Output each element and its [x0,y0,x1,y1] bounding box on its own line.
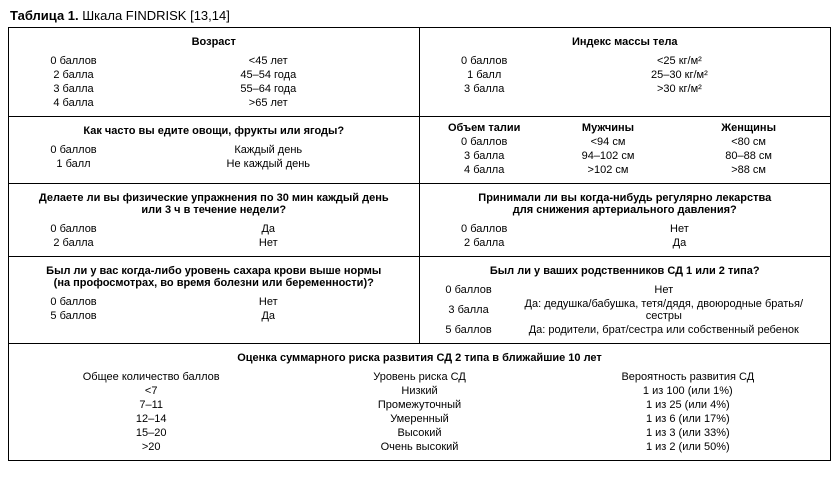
rel-pts: 0 баллов [430,283,508,297]
sum-score: 7–11 [19,398,283,412]
age-val: <45 лет [128,54,408,68]
sum-prob: 1 из 6 (или 17%) [556,412,820,426]
rel-val: Да: родители, брат/сестра или собственны… [508,323,820,337]
title-rest: Шкала FINDRISK [13,14] [79,8,230,23]
age-pts: 3 балла [19,82,128,96]
sum-risk: Высокий [283,426,555,440]
sum-prob: 1 из 25 (или 4%) [556,398,820,412]
table-title: Таблица 1. Шкала FINDRISK [13,14] [10,8,831,23]
sum-score: <7 [19,384,283,398]
sugar-val: Нет [128,295,408,309]
block-veg: Как часто вы едите овощи, фрукты или яго… [9,116,420,183]
sugar-header2: (на профосмотрах, во время болезни или б… [19,277,409,289]
age-val: >65 лет [128,96,408,110]
veg-pts: 0 баллов [19,143,128,157]
sum-prob: 1 из 2 (или 50%) [556,440,820,454]
findrisk-table: Возраст 0 баллов<45 лет 2 балла45–54 год… [8,27,831,461]
sum-prob: 1 из 3 (или 33%) [556,426,820,440]
block-exercise: Делаете ли вы физические упражнения по 3… [9,183,420,256]
bmi-val: >30 кг/м² [539,82,820,96]
waist-f: >88 см [677,163,820,177]
age-val: 55–64 года [128,82,408,96]
meds-pts: 2 балла [430,236,539,250]
sum-risk: Умеренный [283,412,555,426]
exercise-val: Да [128,222,408,236]
exercise-header: Делаете ли вы физические упражнения по 3… [19,192,409,204]
waist-f: <80 см [677,135,820,149]
sugar-val: Да [128,309,408,323]
summary-col3: Вероятность развития СД [556,370,820,384]
meds-val: Нет [539,222,820,236]
waist-m: <94 см [539,135,677,149]
bmi-pts: 3 балла [430,82,539,96]
summary-col1: Общее количество баллов [19,370,283,384]
rel-pts: 3 балла [430,297,508,323]
exercise-pts: 0 баллов [19,222,128,236]
sum-risk: Промежуточный [283,398,555,412]
bmi-pts: 1 балл [430,68,539,82]
sum-score: 12–14 [19,412,283,426]
waist-m: 94–102 см [539,149,677,163]
block-waist: Объем талии Мужчины Женщины 0 баллов<94 … [420,116,831,183]
rel-pts: 5 баллов [430,323,508,337]
veg-header: Как часто вы едите овощи, фрукты или яго… [19,121,409,143]
waist-col-m: Мужчины [539,121,677,135]
rel-val: Да: дедушка/бабушка, тетя/дядя, двоюродн… [508,297,820,323]
meds-header2: для снижения артериального давления? [430,204,821,216]
block-age: Возраст 0 баллов<45 лет 2 балла45–54 год… [9,28,420,116]
title-bold: Таблица 1. [10,8,79,23]
block-meds: Принимали ли вы когда-нибудь регулярно л… [420,183,831,256]
summary-col2: Уровень риска СД [283,370,555,384]
veg-val: Не каждый день [128,157,408,171]
age-pts: 0 баллов [19,54,128,68]
exercise-val: Нет [128,236,408,250]
waist-pts: 0 баллов [430,135,539,149]
rel-header: Был ли у ваших родственников СД 1 или 2 … [430,261,821,283]
bmi-header: Индекс массы тела [430,32,821,54]
bmi-pts: 0 баллов [430,54,539,68]
exercise-pts: 2 балла [19,236,128,250]
block-bmi: Индекс массы тела 0 баллов<25 кг/м² 1 ба… [420,28,831,116]
meds-val: Да [539,236,820,250]
sugar-pts: 0 баллов [19,295,128,309]
waist-header: Объем талии [430,121,539,135]
summary-header: Оценка суммарного риска развития СД 2 ти… [19,348,820,370]
sum-risk: Низкий [283,384,555,398]
meds-pts: 0 баллов [430,222,539,236]
bmi-val: 25–30 кг/м² [539,68,820,82]
block-sugar: Был ли у вас когда-либо уровень сахара к… [9,256,420,343]
waist-f: 80–88 см [677,149,820,163]
rel-val: Нет [508,283,820,297]
block-relatives: Был ли у ваших родственников СД 1 или 2 … [420,256,831,343]
waist-pts: 3 балла [430,149,539,163]
sugar-header: Был ли у вас когда-либо уровень сахара к… [19,265,409,277]
waist-m: >102 см [539,163,677,177]
sum-prob: 1 из 100 (или 1%) [556,384,820,398]
exercise-header2: или 3 ч в течение недели? [19,204,409,216]
age-header: Возраст [19,32,409,54]
block-summary: Оценка суммарного риска развития СД 2 ти… [9,343,830,460]
sugar-pts: 5 баллов [19,309,128,323]
age-pts: 4 балла [19,96,128,110]
bmi-val: <25 кг/м² [539,54,820,68]
sum-score: >20 [19,440,283,454]
veg-val: Каждый день [128,143,408,157]
sum-score: 15–20 [19,426,283,440]
sum-risk: Очень высокий [283,440,555,454]
age-pts: 2 балла [19,68,128,82]
veg-pts: 1 балл [19,157,128,171]
meds-header: Принимали ли вы когда-нибудь регулярно л… [430,192,821,204]
waist-col-f: Женщины [677,121,820,135]
waist-pts: 4 балла [430,163,539,177]
age-val: 45–54 года [128,68,408,82]
